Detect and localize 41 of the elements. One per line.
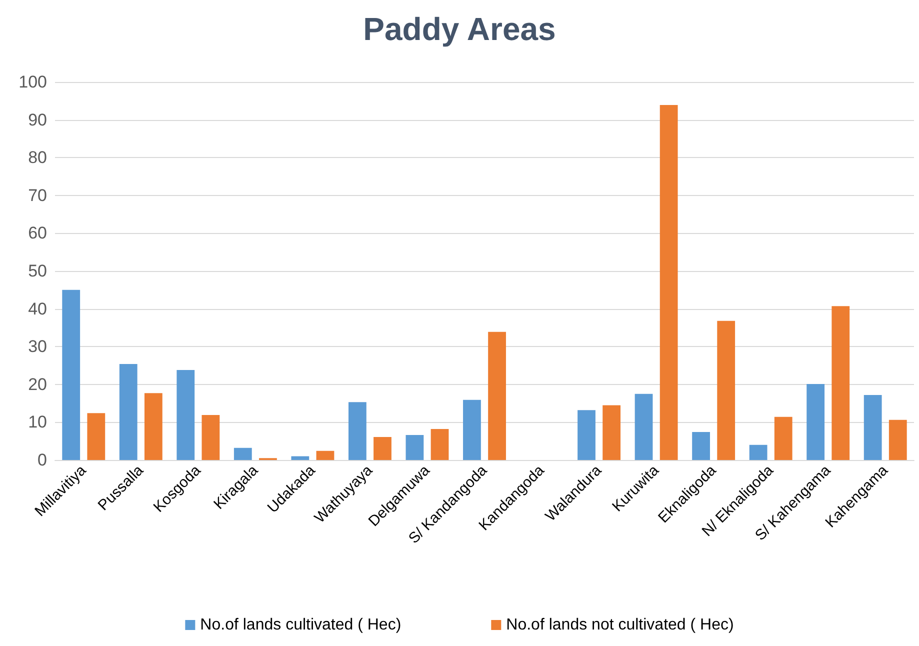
- bar: [406, 435, 424, 460]
- y-tick-label: 50: [28, 262, 47, 280]
- bar: [234, 448, 252, 460]
- y-tick-label: 30: [28, 337, 47, 356]
- y-tick-label: 20: [28, 374, 47, 394]
- bar: [692, 432, 710, 460]
- bar: [660, 105, 678, 460]
- bar: [119, 364, 138, 460]
- legend-label: No.of lands not cultivated ( Hec): [506, 616, 734, 634]
- bar: [488, 332, 506, 460]
- bar: [62, 290, 80, 460]
- bar: [888, 420, 907, 460]
- y-tick-label: 10: [28, 412, 47, 432]
- bar: [463, 400, 481, 460]
- bar: [176, 370, 195, 460]
- bar: [749, 444, 768, 460]
- bar: [291, 456, 310, 460]
- y-tick-label: 100: [18, 72, 47, 92]
- bar: [430, 429, 449, 460]
- bar: [87, 413, 106, 460]
- bar: [806, 384, 825, 460]
- bar: [717, 320, 736, 460]
- y-tick-label: 40: [28, 299, 47, 318]
- y-tick-label: 60: [28, 224, 47, 243]
- bar: [832, 306, 850, 460]
- y-tick-label: 90: [28, 110, 47, 130]
- bar: [634, 394, 653, 460]
- y-tick-label: 0: [38, 450, 47, 470]
- bar: [316, 450, 334, 460]
- bar: [774, 416, 792, 460]
- bar: [348, 402, 366, 460]
- chart-title: Paddy Areas: [363, 11, 556, 47]
- bar: [202, 415, 220, 460]
- bar: [374, 436, 392, 460]
- bar: [144, 393, 162, 460]
- y-tick-label: 70: [28, 186, 47, 205]
- bar: [578, 410, 596, 460]
- bar: [864, 394, 882, 460]
- bar: [602, 405, 621, 460]
- legend-label: No.of lands cultivated ( Hec): [200, 616, 402, 634]
- y-tick-label: 80: [28, 148, 47, 168]
